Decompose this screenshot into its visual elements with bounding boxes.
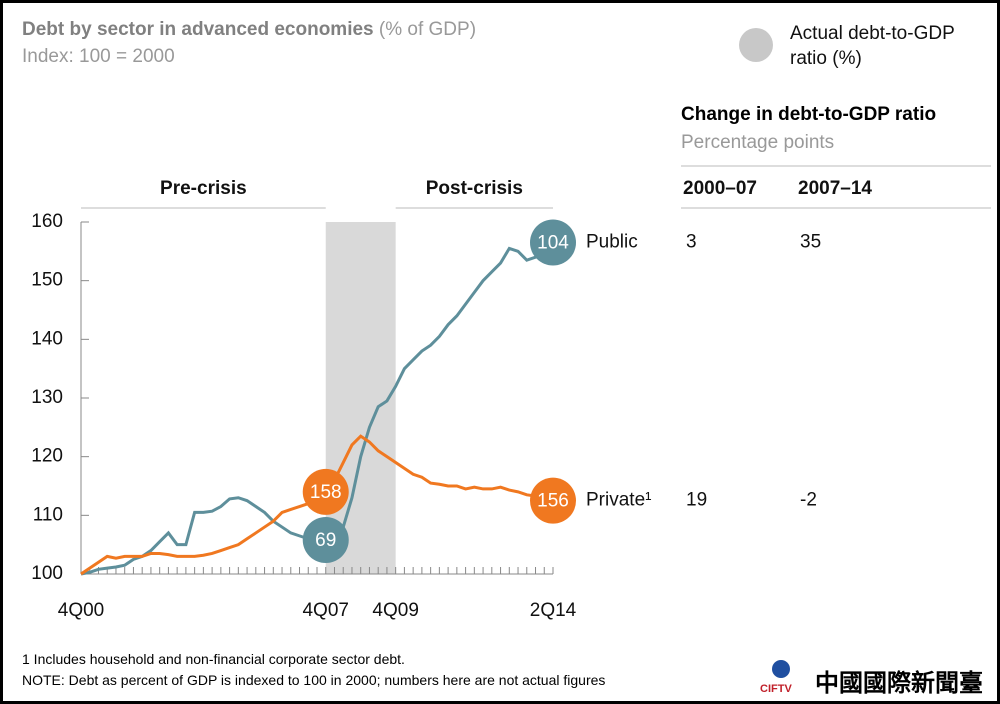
table-title: Change in debt-to-GDP ratio	[681, 104, 937, 125]
y-tick-label: 160	[31, 211, 63, 232]
callout-label: 158	[310, 482, 342, 503]
callout-label: 104	[537, 233, 569, 254]
callout-circle	[530, 477, 576, 524]
x-tick-label: 2Q14	[530, 600, 577, 621]
chart-title: Debt by sector in advanced economies	[22, 19, 374, 40]
table-subtitle: Percentage points	[681, 132, 835, 153]
callout-label: 69	[315, 530, 336, 551]
footnote: NOTE: Debt as percent of GDP is indexed …	[22, 672, 606, 688]
callout-circle	[302, 468, 349, 515]
legend-label: Actual debt-to-GDP ratio (%)	[790, 23, 955, 69]
table-header: 2007–14	[798, 178, 872, 199]
shaded-period	[325, 222, 396, 574]
table-cell: -2	[800, 490, 817, 511]
y-tick-label: 110	[33, 504, 63, 525]
callout-circle	[302, 516, 349, 563]
section-label: Pre-crisis	[160, 178, 247, 199]
y-tick-label: 140	[31, 328, 63, 349]
series-label: Private¹	[586, 490, 651, 511]
y-tick-label: 100	[31, 563, 63, 584]
series-label: Public	[586, 232, 638, 253]
table-cell: 3	[686, 232, 697, 253]
y-tick-label: 120	[31, 446, 63, 467]
callout-circle	[530, 219, 576, 266]
y-tick-label: 150	[31, 270, 63, 291]
x-tick-label: 4Q07	[302, 600, 348, 621]
x-tick-label: 4Q09	[372, 600, 418, 621]
x-tick-label: 4Q00	[58, 600, 104, 621]
title-block: Debt by sector in advanced economies (% …	[22, 19, 476, 41]
watermark-icon	[772, 660, 790, 678]
y-tick-label: 130	[31, 387, 63, 408]
callout-label: 156	[537, 491, 569, 512]
watermark: 中國國際新聞臺	[815, 670, 983, 697]
subtitle: Index: 100 = 2000	[22, 46, 175, 67]
section-label: Post-crisis	[426, 178, 523, 199]
footnote: 1 Includes household and non-financial c…	[22, 651, 405, 667]
chart: Pre-crisis Post-crisis 100 110 120 130 140 150 1…	[31, 28, 991, 678]
table-cell: 35	[800, 232, 821, 253]
legend-swatch	[739, 28, 773, 62]
watermark-logo: CIFTV	[760, 683, 792, 695]
title-unit: (% of GDP)	[378, 19, 477, 40]
table-cell: 19	[686, 490, 707, 511]
table-header: 2000–07	[683, 178, 757, 199]
